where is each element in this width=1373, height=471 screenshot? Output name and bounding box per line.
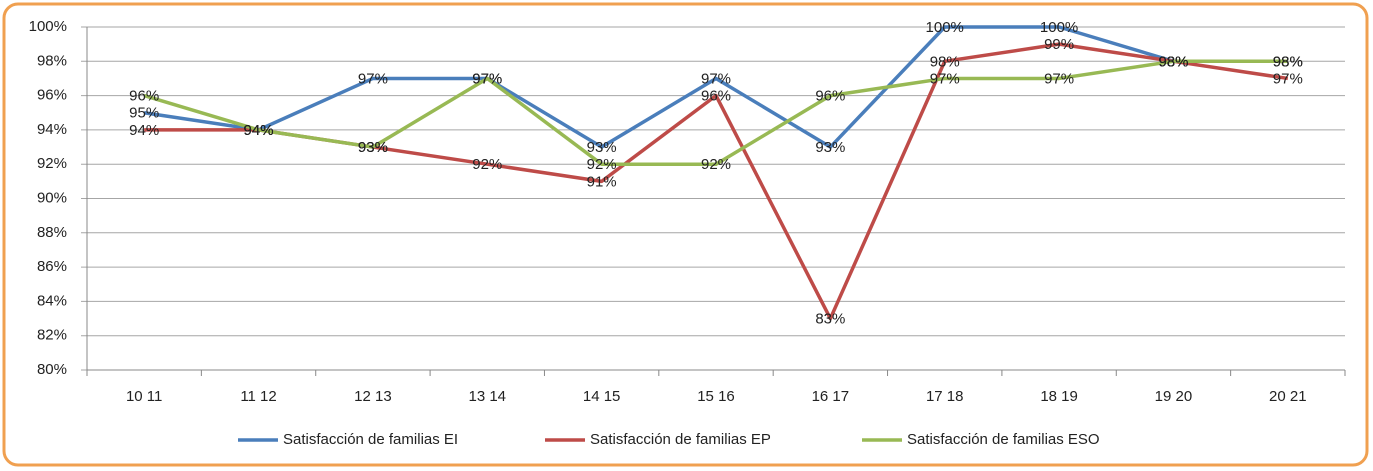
- x-tick-label: 14 15: [583, 388, 621, 405]
- data-label: 96%: [815, 88, 845, 105]
- x-tick-label: 20 21: [1269, 388, 1307, 405]
- x-tick-label: 17 18: [926, 388, 964, 405]
- data-label: 98%: [1273, 53, 1303, 70]
- y-tick-label: 94%: [37, 121, 67, 138]
- data-label: 100%: [926, 19, 964, 36]
- x-tick-label: 13 14: [468, 388, 506, 405]
- data-label: 83%: [815, 311, 845, 328]
- y-tick-label: 90%: [37, 189, 67, 206]
- data-label: 92%: [701, 156, 731, 173]
- y-tick-label: 82%: [37, 327, 67, 344]
- series-line: [143, 59, 1288, 166]
- y-tick-label: 98%: [37, 52, 67, 69]
- data-label: 94%: [129, 122, 159, 139]
- data-label: 96%: [129, 88, 159, 105]
- y-tick-label: 88%: [37, 224, 67, 241]
- data-label: 97%: [358, 70, 388, 87]
- data-label: 96%: [701, 88, 731, 105]
- legend-label: Satisfacción de familias EP: [590, 431, 771, 448]
- y-tick-label: 80%: [37, 361, 67, 378]
- series-line: [143, 25, 1288, 149]
- data-label: 97%: [1044, 70, 1074, 87]
- legend-label: Satisfacción de familias EI: [283, 431, 458, 448]
- data-label: 93%: [358, 139, 388, 156]
- data-label: 99%: [1044, 36, 1074, 53]
- data-label: 95%: [129, 105, 159, 122]
- data-label: 97%: [701, 70, 731, 87]
- data-label: 92%: [587, 156, 617, 173]
- data-label: 98%: [1273, 53, 1303, 70]
- x-tick-label: 11 12: [240, 388, 276, 405]
- x-tick-label: 19 20: [1155, 388, 1193, 405]
- data-label: 94%: [244, 122, 274, 139]
- y-tick-label: 86%: [37, 258, 67, 275]
- x-tick-label: 18 19: [1040, 388, 1078, 405]
- y-tick-label: 100%: [29, 18, 67, 35]
- legend-label: Satisfacción de familias ESO: [907, 431, 1100, 448]
- y-tick-label: 96%: [37, 87, 67, 104]
- data-label: 91%: [587, 173, 617, 190]
- data-label: 93%: [587, 139, 617, 156]
- data-label: 97%: [1273, 70, 1303, 87]
- data-label: 94%: [244, 122, 274, 139]
- y-tick-label: 84%: [37, 292, 67, 309]
- data-label: 98%: [930, 53, 960, 70]
- x-tick-label: 12 13: [354, 388, 392, 405]
- y-tick-label: 92%: [37, 155, 67, 172]
- data-label: 93%: [358, 139, 388, 156]
- x-tick-label: 15 16: [697, 388, 735, 405]
- data-label: 98%: [1158, 53, 1188, 70]
- x-tick-label: 16 17: [812, 388, 850, 405]
- data-label: 97%: [930, 70, 960, 87]
- data-label: 92%: [472, 156, 502, 173]
- data-label: 94%: [244, 122, 274, 139]
- data-label: 100%: [1040, 19, 1078, 36]
- data-label: 98%: [1158, 53, 1188, 70]
- data-label: 97%: [472, 70, 502, 87]
- data-label: 97%: [472, 70, 502, 87]
- x-tick-label: 10 11: [126, 388, 162, 405]
- data-label: 98%: [1158, 53, 1188, 70]
- data-label: 93%: [815, 139, 845, 156]
